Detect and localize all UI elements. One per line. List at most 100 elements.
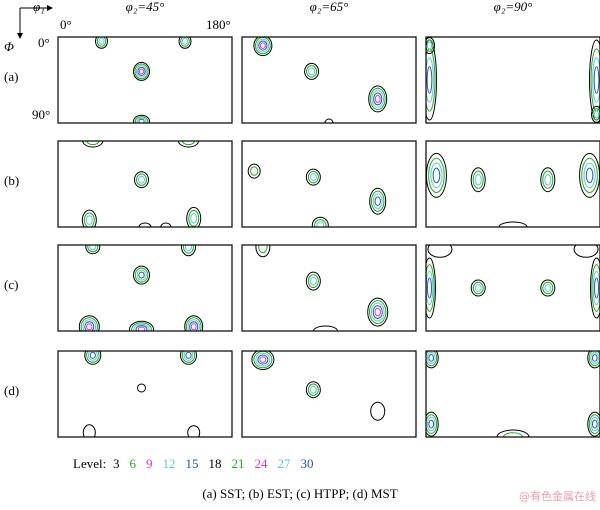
contour xyxy=(185,351,192,359)
contour xyxy=(135,325,148,331)
contour xyxy=(573,245,599,258)
contour xyxy=(82,319,97,331)
contour xyxy=(590,351,600,364)
contour xyxy=(85,215,93,225)
contour xyxy=(185,317,202,331)
contour xyxy=(544,174,552,186)
contour xyxy=(307,170,319,184)
contour xyxy=(185,245,192,252)
odf-section xyxy=(255,245,389,331)
contour xyxy=(178,141,199,148)
odf-section xyxy=(95,37,192,123)
contour xyxy=(255,352,271,367)
section-frame xyxy=(241,140,417,228)
contour xyxy=(133,114,151,123)
odf-section xyxy=(78,245,204,331)
contour xyxy=(314,219,327,227)
contour xyxy=(372,193,383,209)
contour xyxy=(87,245,99,253)
contour xyxy=(373,92,383,106)
contour xyxy=(590,257,600,319)
legend-level: 21 xyxy=(232,456,245,471)
contour xyxy=(190,213,198,224)
contour xyxy=(540,279,556,297)
contour xyxy=(137,66,146,76)
contour xyxy=(138,271,145,279)
contour xyxy=(426,414,438,434)
contour xyxy=(426,411,439,437)
contour xyxy=(498,221,528,227)
legend-level: 18 xyxy=(209,456,222,471)
contour xyxy=(96,37,107,47)
contour xyxy=(426,264,435,312)
contour xyxy=(470,279,486,297)
contour xyxy=(255,245,271,258)
contour xyxy=(426,39,434,52)
contour xyxy=(80,317,98,331)
section-frame xyxy=(57,244,233,332)
legend-level: 3 xyxy=(113,456,120,471)
contour xyxy=(136,173,148,186)
contour xyxy=(306,65,318,78)
phi-end: 90° xyxy=(32,107,50,122)
contour xyxy=(426,152,447,198)
contour xyxy=(309,276,317,286)
contour xyxy=(251,351,275,371)
contour xyxy=(305,381,321,399)
contour xyxy=(133,265,151,285)
contour xyxy=(255,37,271,55)
contour xyxy=(250,166,259,176)
contour xyxy=(137,326,146,331)
phi1-end: 180° xyxy=(206,17,231,32)
contour xyxy=(131,322,152,331)
contour xyxy=(426,57,434,103)
section-frame xyxy=(241,36,417,124)
odf-section xyxy=(426,37,600,123)
section-frame xyxy=(57,36,233,124)
contour xyxy=(182,141,195,146)
contour xyxy=(374,307,381,317)
contour xyxy=(593,110,600,119)
phi-start: 0° xyxy=(38,35,50,50)
watermark: @有色金属在线 xyxy=(519,489,596,503)
contour xyxy=(374,196,381,207)
contour xyxy=(189,321,199,331)
contour xyxy=(160,222,172,227)
contour xyxy=(183,351,194,361)
contour xyxy=(316,221,325,227)
contour xyxy=(258,245,268,254)
contour xyxy=(590,416,600,432)
caption: (a) SST; (b) EST; (c) HTPP; (d) MST xyxy=(202,486,397,501)
contour xyxy=(85,245,101,255)
contour xyxy=(89,351,96,359)
contour xyxy=(587,351,600,369)
odf-section xyxy=(81,141,202,227)
contour xyxy=(134,171,150,189)
row-label: (a) xyxy=(4,69,18,84)
section-frame xyxy=(425,140,600,228)
contour xyxy=(583,162,596,189)
contour xyxy=(134,116,149,123)
contour xyxy=(371,90,384,108)
contour xyxy=(370,401,386,421)
contour xyxy=(129,320,155,331)
contour xyxy=(187,319,200,331)
section-frame xyxy=(425,350,600,438)
contour xyxy=(426,66,433,94)
contour xyxy=(311,216,329,227)
contour xyxy=(432,167,441,184)
contour xyxy=(95,37,108,49)
section-frame xyxy=(425,244,600,332)
contour xyxy=(309,385,317,394)
section-frame xyxy=(57,140,233,228)
contour xyxy=(426,351,436,364)
phi1-start: 0° xyxy=(60,17,72,32)
contour xyxy=(426,257,436,319)
legend-level: 15 xyxy=(186,456,199,471)
contour xyxy=(579,152,600,198)
contour xyxy=(544,284,552,292)
contour xyxy=(428,354,435,362)
contour xyxy=(591,419,598,429)
contour xyxy=(309,173,317,182)
